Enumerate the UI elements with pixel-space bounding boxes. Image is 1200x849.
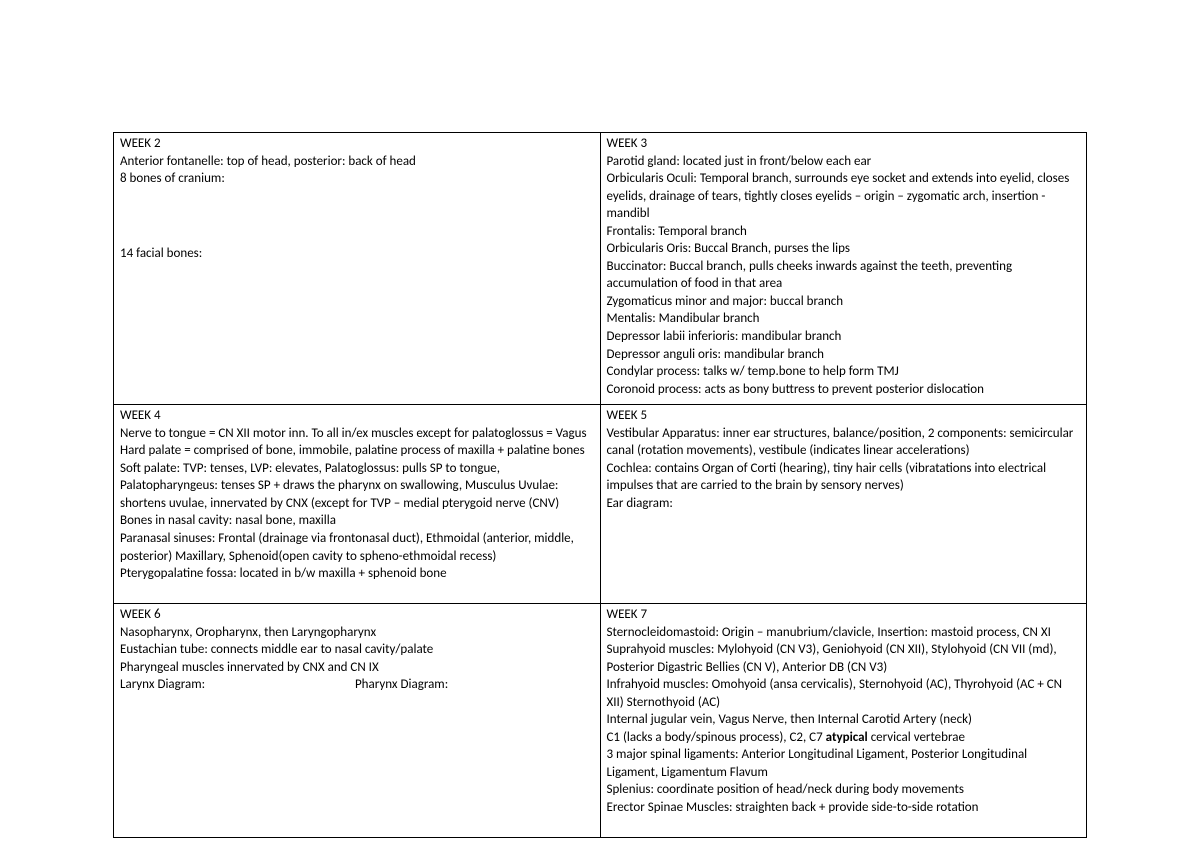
week2-line: Anterior fontanelle: top of head, poster…: [120, 153, 594, 171]
table-row: WEEK 4 Nerve to tongue = CN XII motor in…: [114, 405, 1087, 604]
week7-line: Suprahyoid muscles: Mylohyoid (CN V3), G…: [607, 641, 1081, 676]
week3-line: Buccinator: Buccal branch, pulls cheeks …: [607, 258, 1081, 293]
week7-line: Splenius: coordinate position of head/ne…: [607, 781, 1081, 799]
week6-diagram-labels: Larynx Diagram: Pharynx Diagram:: [120, 676, 594, 694]
week3-line: Zygomaticus minor and major: buccal bran…: [607, 293, 1081, 311]
week7-line: C1 (lacks a body/spinous process), C2, C…: [607, 729, 1081, 747]
week2-heading: WEEK 2: [120, 135, 594, 153]
week4-line: Hard palate = comprised of bone, immobil…: [120, 442, 594, 460]
week6-line: Pharyngeal muscles innervated by CNX and…: [120, 659, 594, 677]
larynx-diagram-label: Larynx Diagram:: [120, 676, 352, 694]
week5-line: Ear diagram:: [607, 495, 1081, 513]
study-notes-table: WEEK 2 Anterior fontanelle: top of head,…: [113, 132, 1087, 838]
week4-line: Nerve to tongue = CN XII motor inn. To a…: [120, 425, 594, 443]
week3-line: Depressor anguli oris: mandibular branch: [607, 346, 1081, 364]
week7-line: Sternocleidomastoid: Origin – manubrium/…: [607, 624, 1081, 642]
blank-line: [120, 583, 594, 597]
week4-line: Pterygopalatine fossa: located in b/w ma…: [120, 565, 594, 583]
week5-heading: WEEK 5: [607, 407, 1081, 425]
week7-line: 3 major spinal ligaments: Anterior Longi…: [607, 746, 1081, 781]
week4-line: Bones in nasal cavity: nasal bone, maxil…: [120, 512, 594, 530]
week6-line: Eustachian tube: connects middle ear to …: [120, 641, 594, 659]
week7-line: Infrahyoid muscles: Omohyoid (ansa cervi…: [607, 676, 1081, 711]
cell-week7: WEEK 7 Sternocleidomastoid: Origin – man…: [600, 603, 1087, 837]
week7-heading: WEEK 7: [607, 606, 1081, 624]
week3-line: Frontalis: Temporal branch: [607, 223, 1081, 241]
blank-line: [120, 216, 594, 230]
document-page: WEEK 2 Anterior fontanelle: top of head,…: [0, 0, 1200, 849]
week4-line: Paranasal sinuses: Frontal (drainage via…: [120, 530, 594, 565]
week3-line: Parotid gland: located just in front/bel…: [607, 153, 1081, 171]
week3-line: Orbicularis Oris: Buccal Branch, purses …: [607, 240, 1081, 258]
week7-l5b-bold: atypical: [826, 730, 868, 745]
week7-line: Erector Spinae Muscles: straighten back …: [607, 799, 1081, 817]
week3-line: Depressor labii inferioris: mandibular b…: [607, 328, 1081, 346]
week7-l5c: cervical vertebrae: [868, 730, 965, 745]
week3-line: Coronoid process: acts as bony buttress …: [607, 381, 1081, 399]
cell-week5: WEEK 5 Vestibular Apparatus: inner ear s…: [600, 405, 1087, 604]
cell-week3: WEEK 3 Parotid gland: located just in fr…: [600, 133, 1087, 405]
week3-line: Orbicularis Oculi: Temporal branch, surr…: [607, 170, 1081, 223]
week7-line: Internal jugular vein, Vagus Nerve, then…: [607, 711, 1081, 729]
week3-line: Mentalis: Mandibular branch: [607, 310, 1081, 328]
blank-line: [120, 188, 594, 202]
week2-line: 8 bones of cranium:: [120, 170, 594, 188]
week7-l5a: C1 (lacks a body/spinous process), C2, C…: [607, 730, 826, 745]
week5-line: Vestibular Apparatus: inner ear structur…: [607, 425, 1081, 460]
week4-line: Soft palate: TVP: tenses, LVP: elevates,…: [120, 460, 594, 513]
table-row: WEEK 6 Nasopharynx, Oropharynx, then Lar…: [114, 603, 1087, 837]
week3-line: Condylar process: talks w/ temp.bone to …: [607, 363, 1081, 381]
week6-heading: WEEK 6: [120, 606, 594, 624]
blank-line: [120, 202, 594, 216]
week4-heading: WEEK 4: [120, 407, 594, 425]
cell-week6: WEEK 6 Nasopharynx, Oropharynx, then Lar…: [114, 603, 601, 837]
week5-line: Cochlea: contains Organ of Corti (hearin…: [607, 460, 1081, 495]
table-row: WEEK 2 Anterior fontanelle: top of head,…: [114, 133, 1087, 405]
pharynx-diagram-label: Pharynx Diagram:: [355, 676, 448, 694]
blank-line: [607, 817, 1081, 831]
week3-heading: WEEK 3: [607, 135, 1081, 153]
week6-line: Nasopharynx, Oropharynx, then Laryngopha…: [120, 624, 594, 642]
cell-week2: WEEK 2 Anterior fontanelle: top of head,…: [114, 133, 601, 405]
cell-week4: WEEK 4 Nerve to tongue = CN XII motor in…: [114, 405, 601, 604]
blank-line: [120, 231, 594, 245]
week2-line: 14 facial bones:: [120, 245, 594, 263]
